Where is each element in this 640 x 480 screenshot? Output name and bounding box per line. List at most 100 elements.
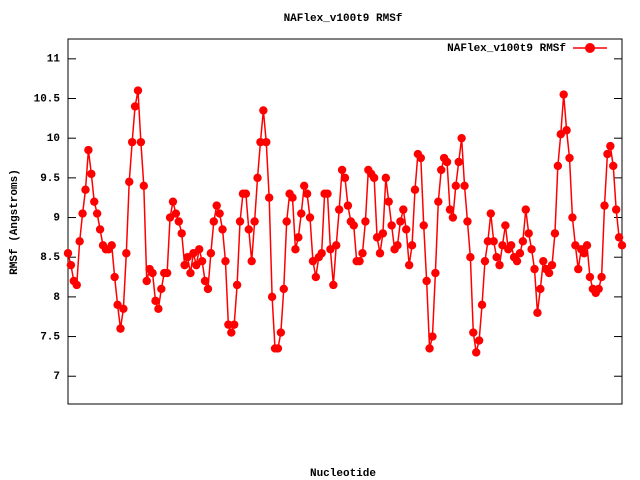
data-point — [410, 185, 420, 194]
data-point — [457, 133, 466, 143]
data-point — [524, 229, 533, 238]
data-point — [349, 221, 358, 230]
data-point — [527, 245, 536, 254]
data-point — [235, 217, 245, 226]
data-point — [407, 241, 417, 250]
data-point — [361, 217, 370, 226]
data-point — [279, 284, 288, 294]
data-point — [157, 284, 166, 294]
data-point — [151, 296, 160, 306]
data-point — [416, 153, 426, 163]
data-point — [81, 185, 90, 194]
data-point — [224, 320, 233, 329]
y-tick-label: 9 — [53, 212, 60, 224]
data-point — [297, 209, 306, 218]
data-point — [139, 181, 149, 190]
data-point — [186, 268, 195, 278]
data-point — [215, 209, 224, 218]
data-point — [337, 165, 347, 175]
data-point — [358, 249, 367, 258]
data-point — [241, 189, 251, 198]
data-point — [122, 249, 131, 258]
data-point — [305, 213, 315, 222]
y-tick-label: 11 — [47, 54, 61, 66]
plot-frame — [67, 38, 623, 405]
data-point — [232, 280, 242, 290]
y-tick-label: 10 — [47, 133, 60, 145]
data-point — [442, 157, 452, 167]
data-point — [63, 249, 73, 258]
data-point — [282, 217, 291, 226]
data-point — [302, 189, 312, 198]
data-point — [600, 201, 609, 210]
data-point — [404, 260, 414, 270]
data-point — [559, 90, 568, 99]
legend-marker — [585, 43, 595, 53]
data-point — [419, 221, 428, 230]
data-point — [579, 249, 589, 258]
data-point — [78, 209, 87, 218]
data-point — [530, 264, 539, 274]
data-point — [317, 249, 326, 258]
data-point — [611, 205, 621, 214]
data-point — [299, 181, 309, 190]
data-point — [110, 272, 119, 282]
data-point — [250, 217, 259, 226]
data-point — [518, 237, 528, 246]
data-point — [594, 284, 603, 294]
data-point — [343, 201, 353, 210]
data-point — [472, 348, 481, 357]
data-point — [425, 344, 434, 353]
data-point — [90, 197, 99, 206]
data-point — [512, 256, 522, 266]
data-point — [116, 324, 125, 333]
data-point — [477, 300, 487, 310]
data-point — [75, 237, 84, 246]
data-point — [253, 173, 262, 183]
data-point — [244, 225, 253, 234]
data-point — [125, 177, 134, 187]
data-point — [483, 237, 493, 246]
data-point — [553, 161, 563, 171]
data-point — [565, 153, 574, 163]
data-point — [218, 225, 227, 234]
data-point — [445, 205, 455, 214]
data-point — [355, 256, 364, 266]
data-point — [489, 237, 498, 246]
data-point — [536, 284, 545, 294]
data-point — [66, 260, 76, 270]
data-point — [396, 217, 405, 226]
data-point — [460, 181, 469, 190]
data-point — [264, 193, 274, 202]
data-point — [507, 241, 516, 250]
data-point — [614, 233, 624, 242]
data-point — [544, 268, 554, 278]
data-point — [288, 193, 297, 202]
data-point — [597, 272, 606, 282]
data-point — [399, 205, 408, 214]
data-point — [340, 173, 350, 183]
data-point — [369, 173, 379, 183]
y-tick-label: 9.5 — [40, 173, 60, 185]
data-point — [585, 272, 595, 282]
data-point — [515, 249, 525, 258]
data-point — [562, 126, 571, 135]
data-point — [200, 276, 210, 286]
data-point — [262, 137, 271, 147]
data-point — [72, 280, 81, 290]
data-point — [603, 149, 612, 159]
data-point — [133, 86, 143, 95]
data-point — [130, 102, 140, 111]
data-point — [273, 344, 283, 353]
data-point — [463, 217, 472, 226]
data-point — [177, 229, 186, 238]
data-point — [454, 157, 463, 167]
data-point — [206, 249, 216, 258]
data-point — [480, 256, 490, 266]
data-point — [381, 173, 391, 183]
data-point — [221, 256, 230, 266]
data-point — [230, 320, 239, 329]
data-point — [84, 145, 93, 155]
data-point — [291, 245, 300, 254]
